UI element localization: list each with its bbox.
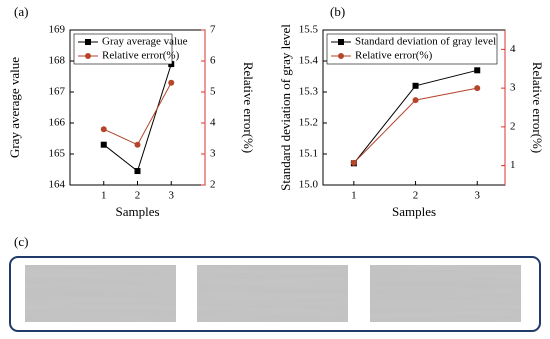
marker xyxy=(168,79,175,86)
y2-tick-label: 3 xyxy=(210,148,216,160)
series xyxy=(350,67,481,167)
y-tick-label: 15.5 xyxy=(299,24,319,36)
x-tick-label: 3 xyxy=(474,190,480,202)
images-frame xyxy=(9,256,541,332)
series-line xyxy=(103,63,172,172)
y2-axis-title: Relative error(%) xyxy=(530,62,545,153)
series xyxy=(100,79,175,148)
y-tick-label: 164 xyxy=(49,179,66,191)
marker xyxy=(100,141,107,148)
y-tick-label: 15.3 xyxy=(299,86,319,98)
panel-label: (a) xyxy=(14,4,28,19)
marker xyxy=(134,141,141,148)
legend-box xyxy=(326,33,498,65)
y-tick-label: 15.2 xyxy=(299,117,318,129)
x-tick-label: 1 xyxy=(351,190,357,202)
legend-label: Gray average value xyxy=(102,36,188,48)
legend-label: Relative error(%) xyxy=(355,50,433,62)
series xyxy=(350,85,481,166)
y2-tick-label: 6 xyxy=(210,55,216,67)
y2-axis-title: Relative error(%) xyxy=(241,62,256,153)
y-tick-label: 165 xyxy=(49,148,66,160)
legend-label: Relative error(%) xyxy=(102,50,180,62)
marker xyxy=(134,168,141,175)
y-tick-label: 15.1 xyxy=(299,148,318,160)
series-line xyxy=(103,82,172,146)
y2-tick-label: 2 xyxy=(210,179,216,191)
legend-marker xyxy=(85,53,91,59)
y2-tick-label: 2 xyxy=(510,120,516,132)
x-tick-label: 2 xyxy=(135,190,141,202)
legend-marker xyxy=(338,39,344,45)
marker xyxy=(474,67,481,74)
marker xyxy=(412,82,419,89)
marker xyxy=(474,85,481,92)
fabric-texture xyxy=(197,265,348,322)
y-axis-title: Standard deviation of gray level xyxy=(278,24,293,191)
y2-tick-label: 4 xyxy=(210,117,216,129)
y2-tick-label: 3 xyxy=(510,82,516,94)
fabric-texture xyxy=(25,265,176,322)
y-tick-label: 166 xyxy=(49,117,66,129)
y2-tick-label: 1 xyxy=(510,159,516,171)
y-tick-label: 15.0 xyxy=(299,179,319,191)
y-tick-label: 15.4 xyxy=(299,55,319,67)
marker xyxy=(100,126,107,133)
panel-label: (b) xyxy=(330,4,345,19)
legend-marker xyxy=(85,39,91,45)
y-tick-label: 167 xyxy=(49,86,66,98)
x-axis-title: Samples xyxy=(115,204,159,219)
y-tick-label: 169 xyxy=(49,24,66,36)
series xyxy=(100,61,175,175)
fabric-texture xyxy=(370,265,521,322)
x-tick-label: 2 xyxy=(413,190,419,202)
y2-tick-label: 7 xyxy=(210,24,216,36)
legend-marker xyxy=(338,53,344,59)
y-tick-label: 168 xyxy=(49,55,66,67)
marker xyxy=(412,97,419,104)
x-tick-label: 1 xyxy=(101,190,107,202)
panel-label: (c) xyxy=(14,234,28,249)
x-axis-title: Samples xyxy=(392,204,436,219)
y2-tick-label: 4 xyxy=(510,43,516,55)
y2-tick-label: 5 xyxy=(210,86,216,98)
fabric-images xyxy=(25,265,521,322)
y-axis-title: Gray average value xyxy=(7,57,22,158)
marker xyxy=(350,159,357,166)
legend-box xyxy=(73,33,173,65)
legend-label: Standard deviation of gray level xyxy=(355,36,496,48)
x-tick-label: 3 xyxy=(169,190,175,202)
